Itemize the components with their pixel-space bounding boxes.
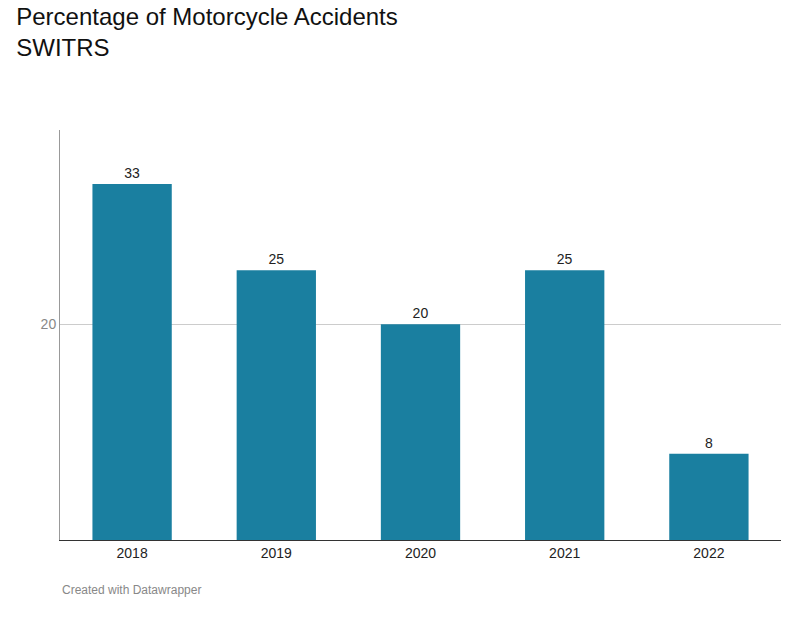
svg-text:8: 8 [705, 435, 713, 451]
svg-text:2022: 2022 [693, 545, 724, 561]
svg-text:25: 25 [557, 251, 573, 267]
svg-text:25: 25 [268, 251, 284, 267]
svg-text:20: 20 [413, 305, 429, 321]
svg-text:Percentage of Motorcycle Accid: Percentage of Motorcycle AccidentsSWITRS [16, 3, 398, 61]
svg-text:20: 20 [41, 316, 57, 332]
svg-text:2020: 2020 [405, 545, 436, 561]
svg-text:2019: 2019 [261, 545, 292, 561]
svg-text:Created with Datawrapper: Created with Datawrapper [62, 583, 201, 597]
svg-text:33: 33 [124, 165, 140, 181]
svg-text:2021: 2021 [549, 545, 580, 561]
svg-text:2018: 2018 [117, 545, 148, 561]
